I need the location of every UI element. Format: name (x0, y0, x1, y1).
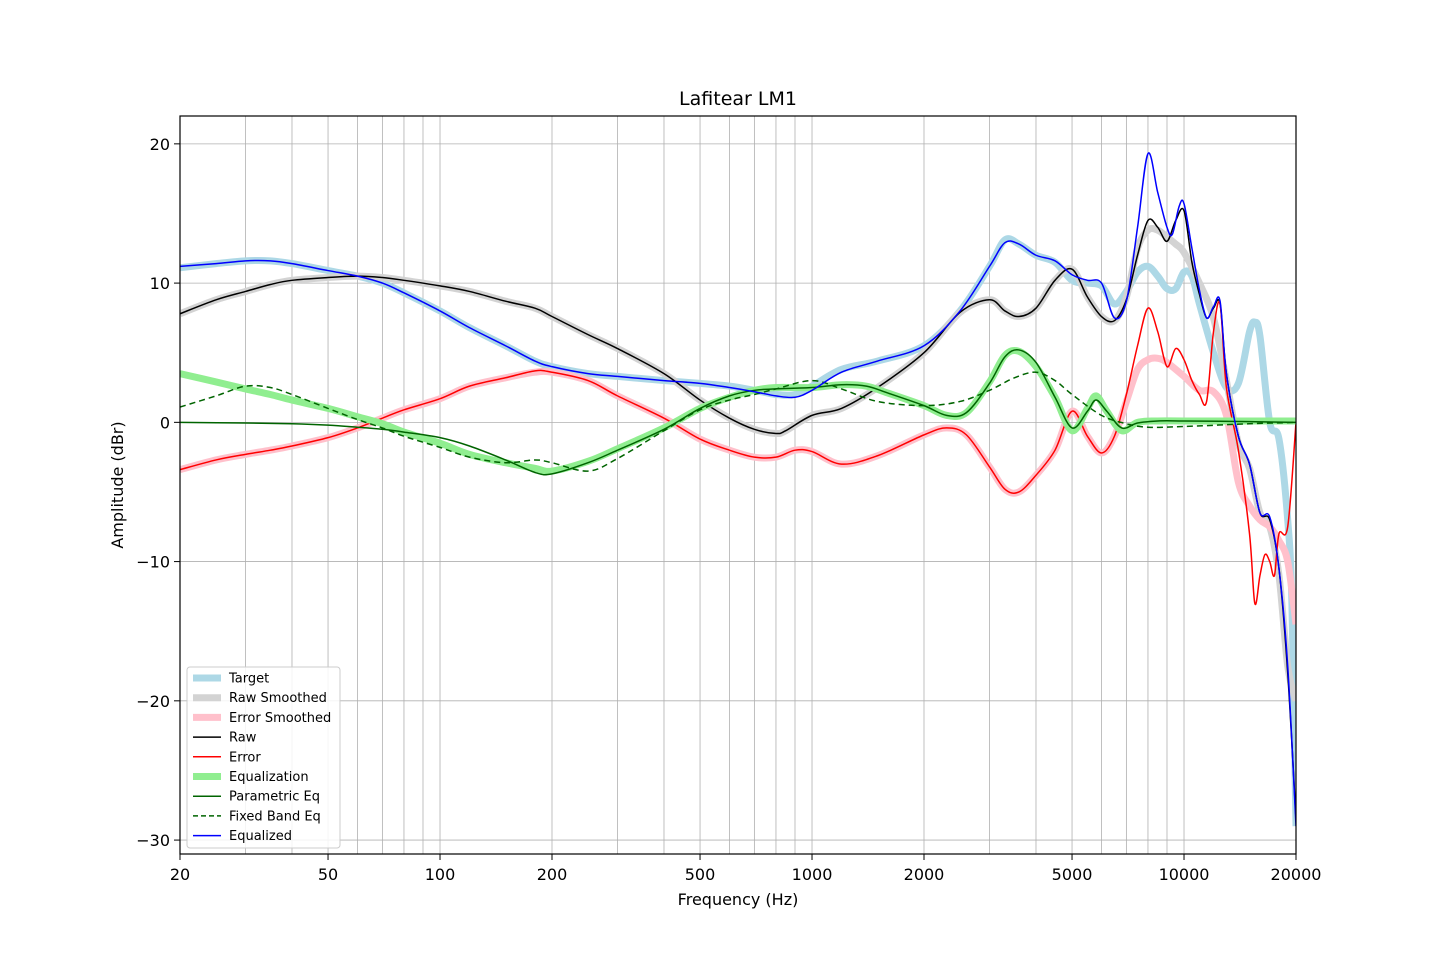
y-tick-label: 0 (160, 413, 170, 432)
legend-label: Target (228, 672, 269, 687)
legend-label: Raw Smoothed (229, 691, 327, 706)
x-axis-label: Frequency (Hz) (678, 890, 799, 909)
series-line-raw-smoothed (180, 225, 1296, 702)
legend-label: Equalized (229, 829, 292, 844)
series-line-equalized (180, 152, 1296, 827)
legend-label: Fixed Band Eq (229, 809, 321, 824)
chart-title: Lafitear LM1 (679, 88, 797, 110)
legend: Target Raw Smoothed Error Smoothed Raw Error… (186, 666, 341, 849)
series-line-parametric-eq (180, 348, 1296, 476)
legend-label: Parametric Eq (229, 790, 320, 805)
legend-label: Raw (229, 731, 257, 746)
legend-label: Equalization (229, 770, 309, 785)
y-tick-label: 20 (150, 135, 170, 154)
x-tick-label: 50 (318, 865, 338, 884)
x-tick-label: 2000 (904, 865, 945, 884)
series-line-raw (180, 207, 1296, 820)
series-layer (180, 152, 1296, 827)
grid (179, 116, 1297, 854)
x-tick-label: 20000 (1271, 865, 1322, 884)
legend-label: Error Smoothed (229, 711, 331, 726)
y-tick-label: 10 (150, 274, 170, 293)
series-line-fixed-band-eq (180, 371, 1296, 472)
series-line-target (180, 235, 1296, 827)
x-tick-label: 1000 (792, 865, 833, 884)
y-tick-label: −10 (136, 553, 170, 572)
y-tick-label: −30 (136, 831, 170, 850)
axis-ticks: 20 50 100 200 500 1000 2000 5000 10000 20000−30−2… (136, 135, 1321, 884)
plot-frame (179, 115, 1297, 855)
x-tick-label: 200 (537, 865, 568, 884)
y-tick-label: −20 (136, 692, 170, 711)
x-tick-label: 100 (425, 865, 456, 884)
x-tick-label: 5000 (1052, 865, 1093, 884)
x-tick-label: 500 (685, 865, 716, 884)
legend-box (186, 666, 341, 849)
x-tick-label: 20 (170, 865, 190, 884)
series-line-error (180, 301, 1296, 606)
legend-label: Error (229, 750, 261, 765)
x-tick-label: 10000 (1159, 865, 1210, 884)
y-axis-label: Amplitude (dBr) (108, 421, 127, 548)
